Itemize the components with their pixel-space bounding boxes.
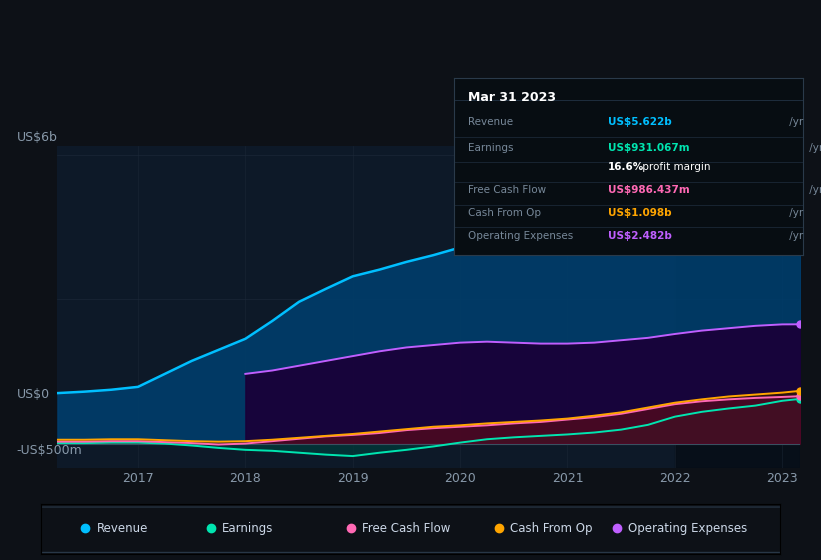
Text: US$986.437m: US$986.437m xyxy=(608,185,690,195)
Text: Free Cash Flow: Free Cash Flow xyxy=(468,185,546,195)
Text: US$0: US$0 xyxy=(16,388,49,402)
Text: Operating Expenses: Operating Expenses xyxy=(629,522,748,535)
Text: -US$500m: -US$500m xyxy=(16,444,82,458)
Text: Cash From Op: Cash From Op xyxy=(511,522,593,535)
Text: Revenue: Revenue xyxy=(468,117,513,127)
Bar xyxy=(675,146,800,468)
Text: /yr: /yr xyxy=(787,231,804,241)
Text: /yr: /yr xyxy=(787,208,804,218)
Text: Mar 31 2023: Mar 31 2023 xyxy=(468,91,556,104)
Text: Cash From Op: Cash From Op xyxy=(468,208,541,218)
Text: US$5.622b: US$5.622b xyxy=(608,117,672,127)
Text: /yr: /yr xyxy=(805,143,821,153)
Text: /yr: /yr xyxy=(805,185,821,195)
Text: US$931.067m: US$931.067m xyxy=(608,143,689,153)
Text: Free Cash Flow: Free Cash Flow xyxy=(363,522,451,535)
Text: Earnings: Earnings xyxy=(222,522,273,535)
Text: US$1.098b: US$1.098b xyxy=(608,208,671,218)
Text: /yr: /yr xyxy=(787,117,804,127)
Text: US$2.482b: US$2.482b xyxy=(608,231,672,241)
Text: profit margin: profit margin xyxy=(639,162,710,172)
Text: Operating Expenses: Operating Expenses xyxy=(468,231,573,241)
Text: US$6b: US$6b xyxy=(16,130,57,144)
Text: 16.6%: 16.6% xyxy=(608,162,644,172)
Text: Revenue: Revenue xyxy=(97,522,148,535)
Text: Earnings: Earnings xyxy=(468,143,513,153)
